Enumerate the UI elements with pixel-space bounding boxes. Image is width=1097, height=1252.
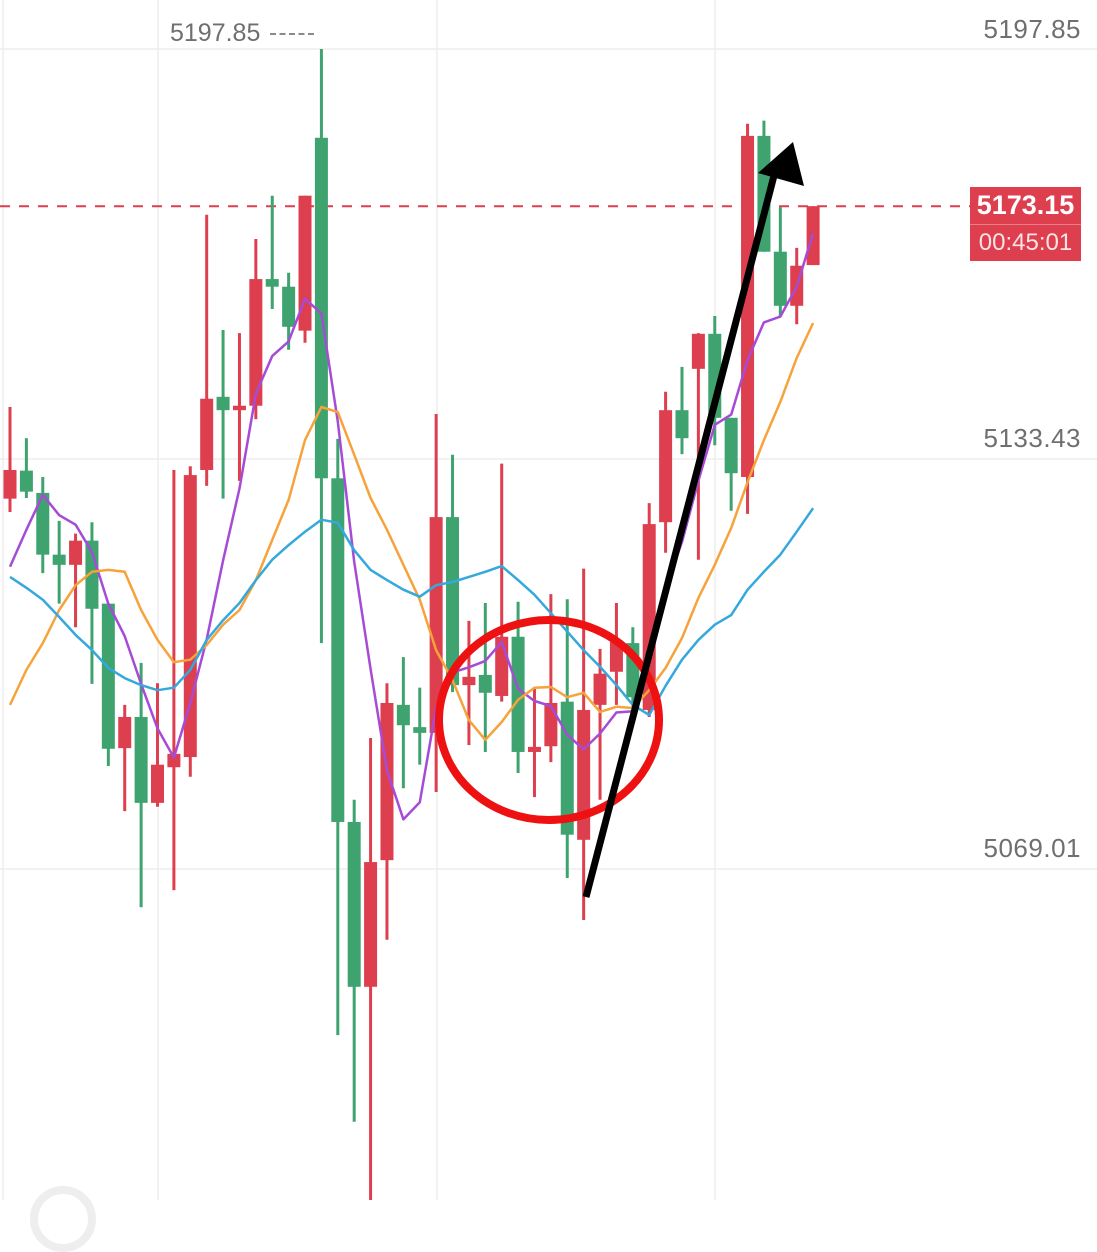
candle-up	[577, 709, 591, 840]
candle-up	[544, 702, 558, 747]
candle-up	[462, 676, 476, 686]
candle-up	[659, 410, 673, 523]
ma-line-blue	[9, 507, 815, 717]
candle-up	[691, 333, 705, 369]
y-tick-label: 5197.85	[983, 14, 1081, 44]
candle-down	[773, 251, 787, 306]
candle-down	[36, 492, 50, 555]
candle-down	[413, 727, 427, 733]
candle-up	[298, 195, 312, 331]
candle-down	[478, 674, 492, 693]
candle-up	[167, 753, 181, 768]
candle-up	[200, 398, 214, 471]
candle-down	[52, 554, 66, 565]
candle-down	[347, 821, 361, 987]
candle-down	[265, 279, 279, 287]
last-price-label: 5173.15 00:45:01	[970, 187, 1081, 261]
candle-down	[396, 704, 410, 726]
candle-down	[331, 478, 345, 822]
candle-up	[118, 716, 132, 749]
candle-up	[151, 764, 165, 803]
candlestick-chart	[0, 0, 1097, 1200]
annotation-arrow-head-icon	[758, 142, 804, 186]
candle-down	[724, 417, 738, 474]
candle-down	[216, 396, 230, 411]
candle-down	[19, 470, 33, 492]
candle-up	[429, 517, 443, 733]
candle-up	[3, 470, 17, 499]
candle-up	[232, 405, 246, 411]
candle-down	[446, 517, 460, 686]
candle-down	[134, 716, 148, 803]
candle-up	[609, 641, 623, 672]
y-tick-label: 5133.43	[983, 423, 1081, 453]
candle-down	[101, 603, 115, 749]
candle-up	[593, 673, 607, 705]
watermark-logo	[30, 1186, 96, 1252]
candle-up	[527, 746, 541, 752]
candle-down	[85, 540, 99, 609]
candle-down	[560, 701, 574, 835]
candle-up	[380, 702, 394, 861]
high-price-marker: 5197.85	[170, 19, 315, 48]
high-price-value: 5197.85	[170, 19, 261, 47]
last-price-value: 5173.15	[970, 187, 1081, 225]
candle-down	[282, 286, 296, 327]
ma-line-orange	[8, 322, 815, 742]
annotation-arrow-shaft	[582, 167, 780, 898]
candle-up	[69, 540, 83, 565]
candle-up	[249, 279, 263, 406]
candle-down	[675, 410, 689, 439]
candle-countdown: 00:45:01	[978, 229, 1073, 256]
high-marker-dash	[270, 32, 315, 35]
candle-down	[511, 636, 525, 752]
y-tick-label: 5069.01	[983, 833, 1081, 863]
candle-up	[741, 135, 755, 478]
candle-down	[314, 137, 328, 479]
candle-up	[364, 862, 378, 987]
annotation-circle	[435, 616, 663, 824]
